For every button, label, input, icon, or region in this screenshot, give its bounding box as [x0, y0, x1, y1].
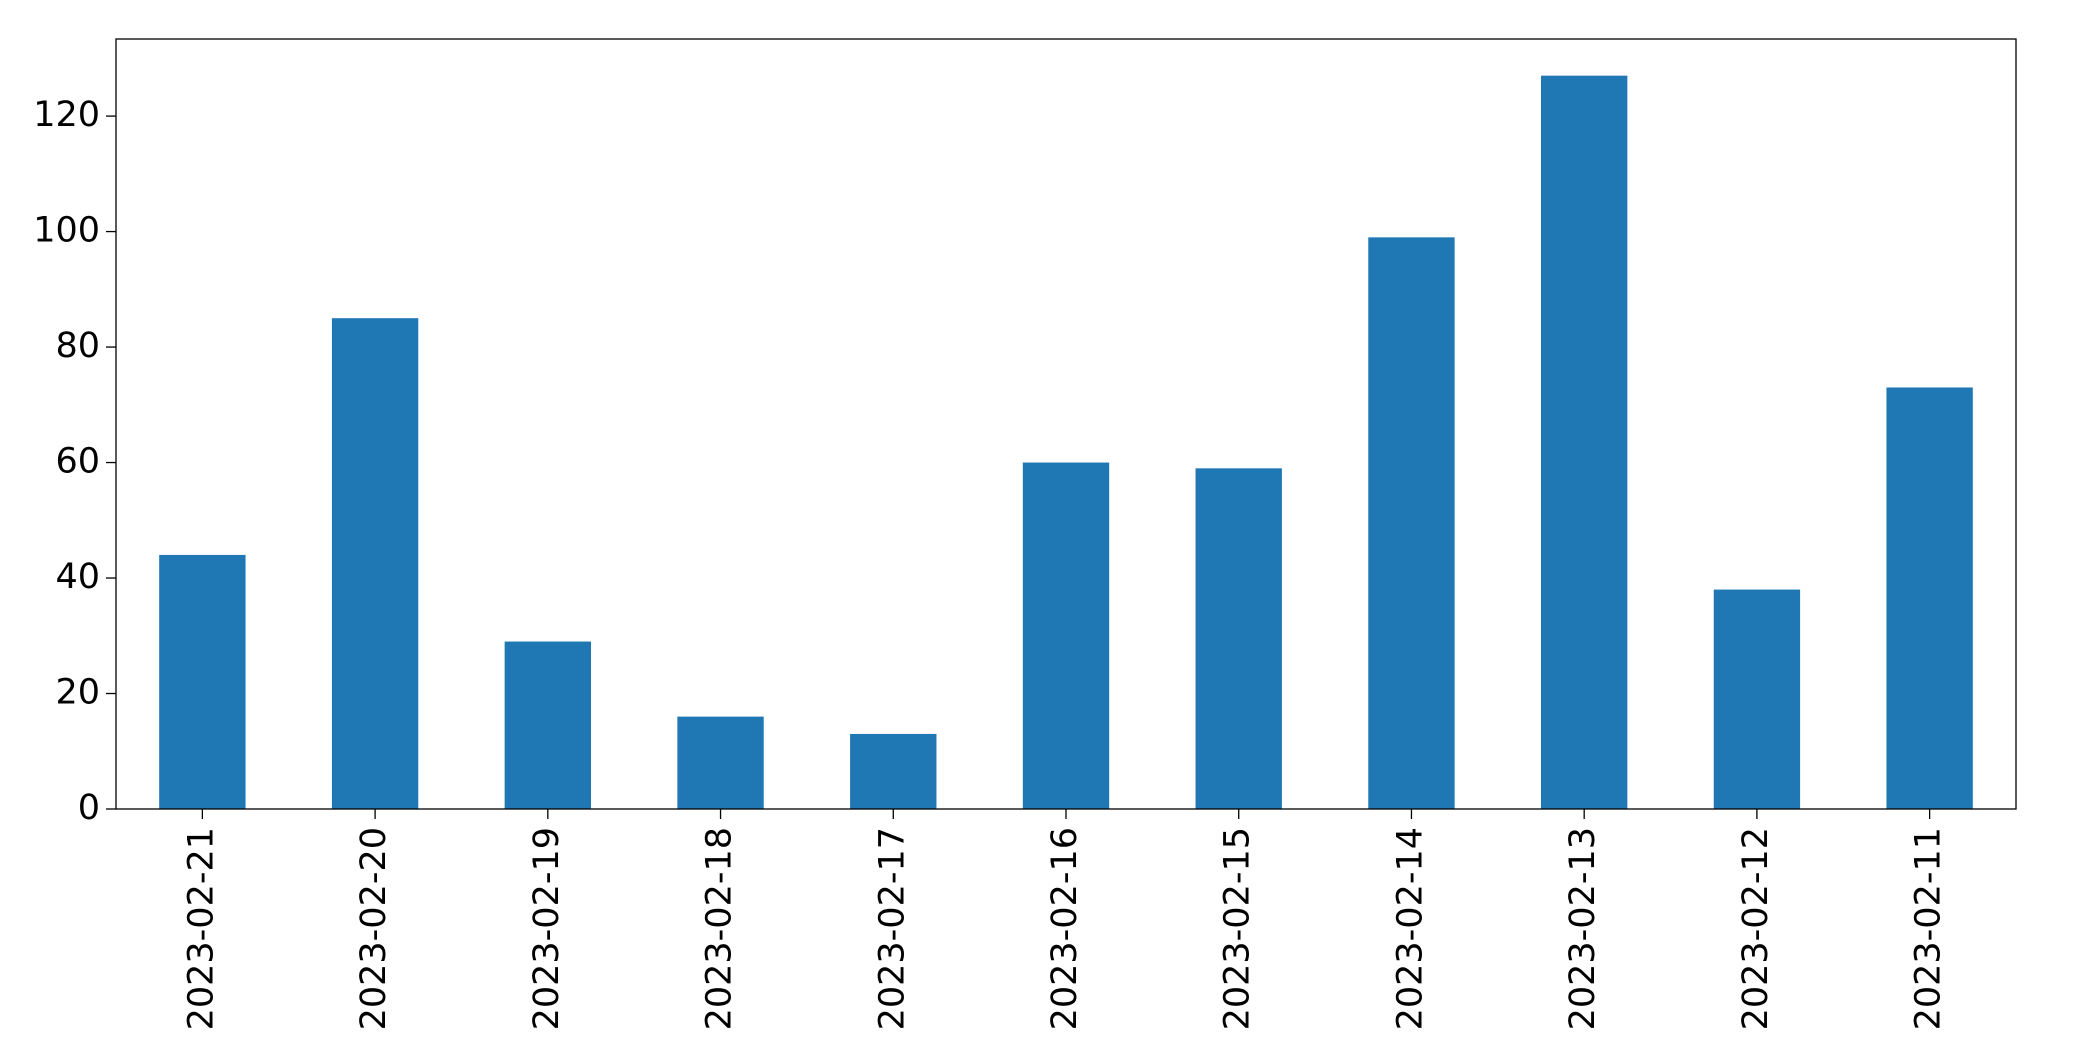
bar: [677, 716, 764, 809]
bar: [1541, 75, 1628, 809]
x-tick-label: 2023-02-21: [181, 827, 221, 1030]
bar: [504, 641, 591, 809]
bar: [159, 554, 246, 809]
y-tick-label: 20: [55, 673, 100, 713]
bar: [1713, 589, 1801, 809]
y-tick-label: 80: [55, 326, 100, 366]
y-tick-label: 0: [78, 788, 100, 828]
x-tick-label: 2023-02-16: [1045, 827, 1085, 1030]
bar: [1022, 462, 1110, 809]
bar: [850, 733, 937, 809]
x-tick-label: 2023-02-11: [1909, 827, 1949, 1030]
bar: [1368, 237, 1455, 810]
y-tick-label: 100: [33, 211, 100, 251]
x-tick-label: 2023-02-15: [1218, 827, 1258, 1030]
y-tick-label: 120: [33, 95, 100, 135]
x-tick-label: 2023-02-12: [1736, 827, 1776, 1030]
bar: [1886, 387, 1973, 809]
x-tick-label: 2023-02-17: [872, 827, 912, 1030]
x-tick-label: 2023-02-19: [527, 827, 567, 1030]
x-tick-label: 2023-02-20: [354, 827, 394, 1030]
x-tick-label: 2023-02-13: [1563, 827, 1603, 1030]
plot-frame: [115, 38, 2017, 810]
y-tick-label: 60: [55, 442, 100, 482]
x-tick-label: 2023-02-18: [700, 827, 740, 1030]
y-tick-label: 40: [55, 557, 100, 597]
x-tick-label: 2023-02-14: [1390, 827, 1430, 1030]
bar: [331, 318, 419, 809]
bar: [1195, 468, 1282, 809]
